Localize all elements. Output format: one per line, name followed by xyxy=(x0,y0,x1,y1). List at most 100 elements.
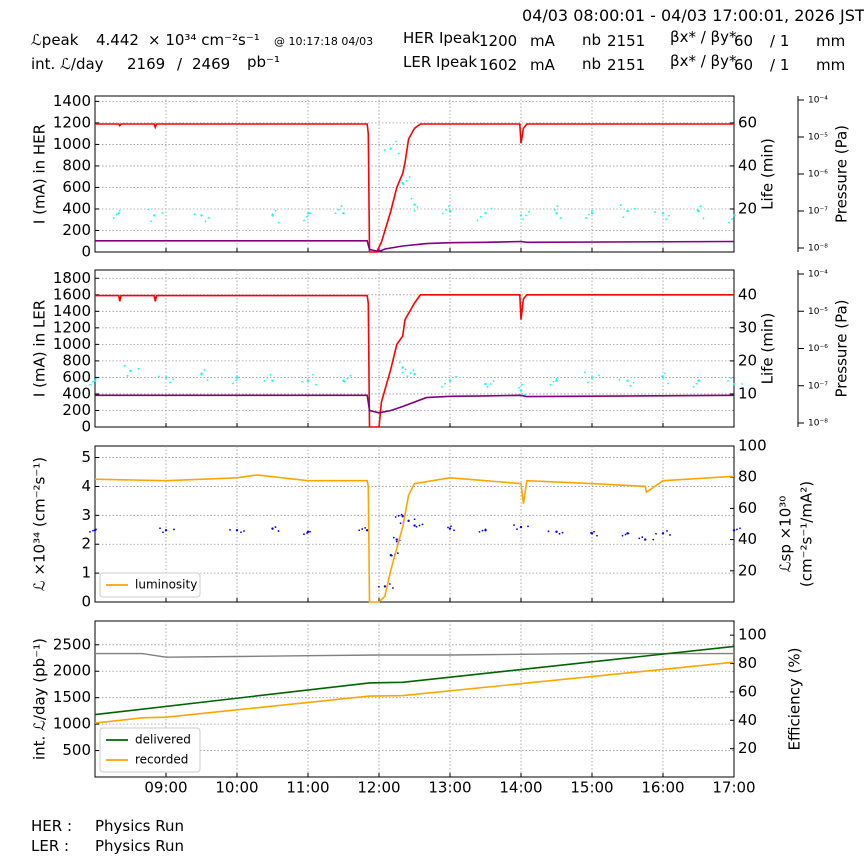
y-tick-label: 1600 xyxy=(53,285,91,303)
ler-pressure-point xyxy=(555,379,558,382)
ler-pressure-point xyxy=(632,381,635,384)
her-pressure-point xyxy=(525,214,527,217)
specific-luminosity-point xyxy=(421,523,424,526)
her-pressure-point xyxy=(150,220,153,223)
x-tick-label: 13:00 xyxy=(428,779,471,797)
ler-pressure-point xyxy=(489,383,492,385)
specific-luminosity-point xyxy=(361,528,364,530)
ler-pressure-point xyxy=(555,377,558,380)
specific-luminosity-point xyxy=(364,526,367,529)
pressure-tick-label: 10⁻⁸ xyxy=(808,419,828,429)
y2-axis-label: Life (min) xyxy=(759,313,777,385)
ler-pressure-point xyxy=(406,375,409,378)
specific-luminosity-point xyxy=(365,529,369,532)
her-beta-x: 60 xyxy=(734,32,754,50)
legend-label-luminosity: luminosity xyxy=(135,578,197,592)
y2-axis-label: ℒsp ×10³⁰ xyxy=(777,496,795,573)
her-pressure-point xyxy=(448,205,450,208)
specific-luminosity-point xyxy=(306,532,308,534)
ler-pressure-point xyxy=(629,384,632,387)
pressure-tick-label: 10⁻⁵ xyxy=(808,133,828,143)
specific-luminosity-point xyxy=(240,531,242,534)
specific-luminosity-point xyxy=(243,530,245,532)
her-pressure-point xyxy=(556,205,559,207)
y-tick-label: 200 xyxy=(62,221,91,239)
y-tick-label: 600 xyxy=(62,368,91,386)
ler-pressure-point xyxy=(123,364,126,367)
her-pressure-point xyxy=(334,212,337,215)
specific-luminosity-point xyxy=(162,531,164,534)
specific-luminosity-point xyxy=(661,532,665,535)
y-tick-label: 0 xyxy=(81,593,91,611)
ler-pressure-point xyxy=(484,382,487,386)
legend-box xyxy=(99,572,201,598)
efficiency-line xyxy=(95,652,734,658)
specific-luminosity-point xyxy=(621,534,624,537)
specific-luminosity-point xyxy=(739,527,741,530)
specific-luminosity-point xyxy=(274,526,277,528)
y-tick-label: 400 xyxy=(62,199,91,217)
specific-luminosity-point xyxy=(558,532,561,535)
ler-pressure-point xyxy=(301,380,303,383)
specific-luminosity-point xyxy=(392,536,395,539)
ler-pressure-point xyxy=(200,372,203,375)
pressure-tick-label: 10⁻⁶ xyxy=(808,170,828,180)
her-nb-label: nb xyxy=(582,31,602,49)
specific-luminosity-point xyxy=(736,528,738,531)
intlum-label: int. ℒ/day xyxy=(31,55,104,73)
specific-luminosity-point xyxy=(400,513,403,516)
specific-luminosity-point xyxy=(383,585,387,588)
her-pressure-point xyxy=(410,197,413,200)
specific-luminosity-point xyxy=(164,529,168,532)
her-pressure-point xyxy=(448,209,452,213)
y2-axis-label: Efficiency (%) xyxy=(786,648,804,751)
y-tick-label: 2000 xyxy=(53,662,91,680)
ler-pressure-point xyxy=(232,382,234,385)
her-pressure-point xyxy=(274,209,277,212)
her-pressure-point xyxy=(342,212,345,215)
her-status-value: Physics Run xyxy=(95,817,185,835)
her-beta-unit: mm xyxy=(816,32,846,50)
her-pressure-point xyxy=(303,219,305,222)
y-tick-label: 2 xyxy=(81,535,91,553)
specific-luminosity-point xyxy=(92,529,94,532)
ler-beta-label: βx* / βy* xyxy=(670,52,737,70)
y-tick-label: 1400 xyxy=(53,302,91,320)
specific-luminosity-point xyxy=(627,532,630,535)
ler-pressure-point xyxy=(692,385,695,388)
y-tick-label: 1800 xyxy=(53,269,91,287)
specific-luminosity-point xyxy=(450,525,452,528)
specific-luminosity-point xyxy=(277,530,280,532)
pressure-axis-label: Pressure (Pa) xyxy=(833,299,851,397)
her-beta-y: / 1 xyxy=(770,32,790,50)
legend-label-recorded: recorded xyxy=(135,753,188,767)
y-tick-label: 5 xyxy=(81,448,91,466)
ler-pressure-point xyxy=(404,368,407,371)
her-pressure-point xyxy=(207,216,210,219)
x-tick-label: 09:00 xyxy=(144,779,187,797)
y-tick-label: 0 xyxy=(81,418,91,436)
y2-tick-label: 20 xyxy=(738,561,757,579)
specific-luminosity-point xyxy=(358,529,361,532)
lpeak-value: 4.442 xyxy=(96,31,139,49)
specific-luminosity-point xyxy=(453,529,455,532)
ler-pressure-point xyxy=(312,373,314,376)
her-beta-label: βx* / βy* xyxy=(670,28,737,46)
ler-pressure-point xyxy=(401,371,404,374)
y-axis-label: I (mA) in LER xyxy=(31,300,49,397)
specific-luminosity-point xyxy=(271,527,274,530)
y-tick-label: 200 xyxy=(62,401,91,419)
ler-pressure-point xyxy=(412,369,415,372)
ler-pressure-point xyxy=(238,376,240,379)
ler-pressure-point xyxy=(263,379,266,382)
ler-pressure-point xyxy=(727,380,729,382)
ler-pressure-point xyxy=(618,378,621,381)
specific-luminosity-point xyxy=(513,524,515,527)
her-pressure-point xyxy=(416,206,419,208)
her-pressure-point xyxy=(528,210,530,213)
ler-pressure-point xyxy=(235,376,239,379)
delivered-line xyxy=(94,645,735,716)
legend-box xyxy=(99,727,201,773)
specific-luminosity-point xyxy=(401,515,404,518)
her-pressure-point xyxy=(668,214,670,217)
